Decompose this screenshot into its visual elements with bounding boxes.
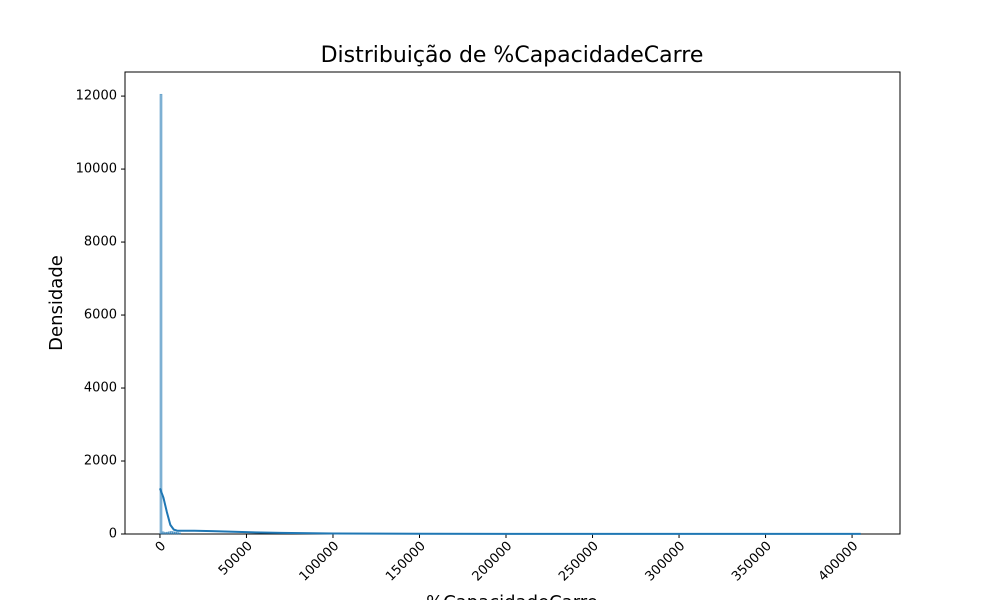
y-tick-label: 4000 [84,381,117,396]
y-tick-label: 0 [109,527,117,542]
histogram-bar [159,93,163,535]
y-tick-label: 10000 [76,162,117,177]
histogram-bar [176,532,179,535]
x-axis-label: %CapacidadeCarre [426,592,598,600]
kde-line [159,488,861,535]
histogram-bar [165,531,169,535]
histogram-bar [167,531,171,535]
histogram-bar [172,531,175,535]
y-tick-label: 6000 [84,308,117,323]
y-tick-label: 8000 [84,235,117,250]
histogram-bar [174,531,177,535]
histogram-bar [161,531,165,535]
y-axis-label: Densidade [46,255,67,351]
chart-title: Distribuição de %CapacidadeCarre [321,43,704,68]
histogram-bar [178,532,182,535]
y-tick-label: 2000 [84,454,117,469]
histogram-bar [170,531,173,535]
histogram-bar [163,532,167,535]
y-tick-label: 12000 [76,89,117,104]
